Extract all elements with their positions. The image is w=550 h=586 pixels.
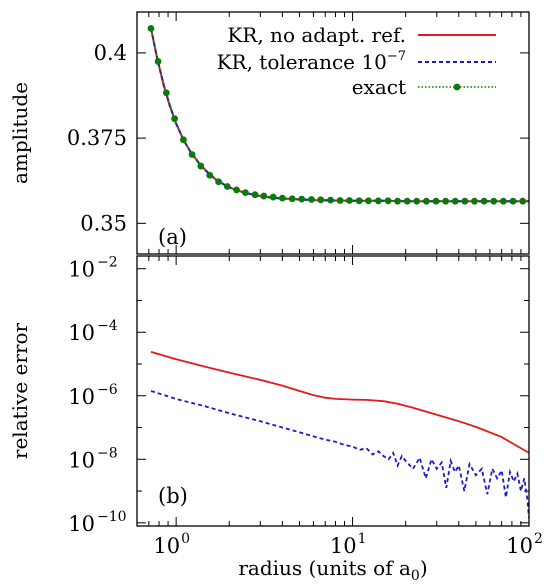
exact-marker (413, 197, 421, 205)
relative-error-y-tick-label: 10 (68, 512, 95, 536)
exact-marker (355, 197, 363, 205)
exact-marker (442, 197, 450, 205)
exact-marker (223, 183, 231, 190)
legend-label-kr-tolerance: KR, tolerance 10−7 (217, 49, 406, 74)
x-tick-label: 10 (330, 534, 357, 558)
exact-marker (480, 197, 488, 205)
exact-marker (197, 162, 205, 170)
relative-error-y-tick-exponent: −8 (97, 445, 118, 461)
relative-error-ticks (136, 256, 529, 526)
exact-marker (260, 192, 268, 200)
exact-marker (251, 191, 259, 199)
exact-marker (471, 197, 478, 205)
exact-marker (422, 197, 430, 205)
exact-marker (461, 197, 469, 205)
exact-marker (432, 197, 440, 205)
x-tick-exponent: 0 (181, 531, 190, 547)
x-tick-exponent: 1 (358, 531, 367, 547)
exact-marker (308, 196, 315, 203)
exact-marker (384, 197, 392, 205)
amplitude-y-tick-label: 0.35 (80, 211, 127, 235)
panel-b-tag: (b) (158, 484, 188, 508)
x-tick-label: 10 (153, 534, 180, 558)
relative-error-series-line (150, 390, 529, 519)
legend-marker-exact (453, 83, 461, 91)
exact-marker (206, 171, 214, 179)
panel-a-tag: (a) (158, 225, 187, 249)
amplitude-y-tick-labels: 0.35 0.375 0.4 (67, 41, 127, 235)
exact-marker (298, 195, 306, 203)
exact-marker (500, 197, 507, 205)
legend: KR, no adapt. ref. KR, tolerance 10−7 ex… (217, 23, 496, 99)
exact-marker (509, 197, 517, 205)
legend-label-exact: exact (352, 75, 406, 99)
x-axis-label-main: radius (units of a (238, 556, 411, 580)
x-axis-label: radius (units of a0) (238, 556, 427, 584)
relative-error-y-axis-label: relative error (8, 322, 32, 459)
amplitude-panel: 0.35 0.375 0.4 amplitude (a) KR, no adapt.… (8, 11, 530, 255)
exact-marker (180, 136, 187, 144)
relative-error-y-tick-exponent: −10 (97, 509, 127, 525)
exact-marker (269, 193, 277, 201)
exact-marker (242, 189, 249, 197)
amplitude-y-tick-label: 0.375 (67, 126, 127, 150)
relative-error-series (150, 351, 529, 519)
exact-marker (365, 197, 372, 205)
legend-label-kr-tolerance-base: KR, tolerance 10 (217, 50, 387, 74)
relative-error-y-tick-label: 10 (68, 321, 95, 345)
exact-marker (162, 89, 170, 97)
relative-error-series-line (150, 351, 529, 454)
exact-marker (154, 58, 162, 65)
exact-marker (288, 195, 296, 203)
exact-marker (346, 197, 353, 204)
exact-marker (147, 24, 155, 32)
relative-error-y-tick-exponent: −4 (97, 318, 118, 334)
exact-marker (374, 197, 382, 205)
exact-marker (403, 197, 411, 205)
amplitude-y-tick-label: 0.4 (94, 41, 127, 65)
exact-marker (451, 197, 459, 205)
amplitude-plot-frame (136, 11, 530, 255)
x-axis-label-close: ) (420, 556, 428, 580)
relative-error-y-tick-label: 10 (68, 448, 95, 472)
legend-label-kr-no-adapt: KR, no adapt. ref. (227, 23, 406, 47)
exact-marker (171, 115, 178, 123)
x-tick-exponent: 2 (534, 531, 543, 547)
x-axis-label-sub: 0 (411, 568, 420, 584)
exact-marker (394, 197, 402, 205)
exact-marker (188, 151, 196, 158)
amplitude-y-axis-label: amplitude (8, 82, 32, 184)
x-tick-labels: 10 0 10 1 10 2 (153, 531, 543, 558)
amplitude-series (147, 24, 529, 205)
relative-error-y-tick-exponent: −6 (97, 382, 118, 398)
exact-marker (317, 196, 325, 204)
relative-error-plot-frame (136, 255, 530, 527)
exact-marker (490, 197, 498, 205)
exact-marker (327, 196, 334, 204)
exact-marker (336, 197, 344, 204)
x-tick-label: 10 (506, 534, 533, 558)
exact-marker (233, 186, 240, 194)
exact-marker (519, 197, 527, 205)
relative-error-y-tick-exponent: −2 (97, 255, 118, 271)
exact-marker (215, 178, 222, 186)
amplitude-ticks (136, 12, 529, 254)
relative-error-y-tick-label: 10 (68, 385, 95, 409)
relative-error-y-tick-label: 10 (68, 258, 95, 282)
legend-label-kr-tolerance-exp: −7 (387, 49, 406, 64)
exact-marker (278, 194, 286, 202)
